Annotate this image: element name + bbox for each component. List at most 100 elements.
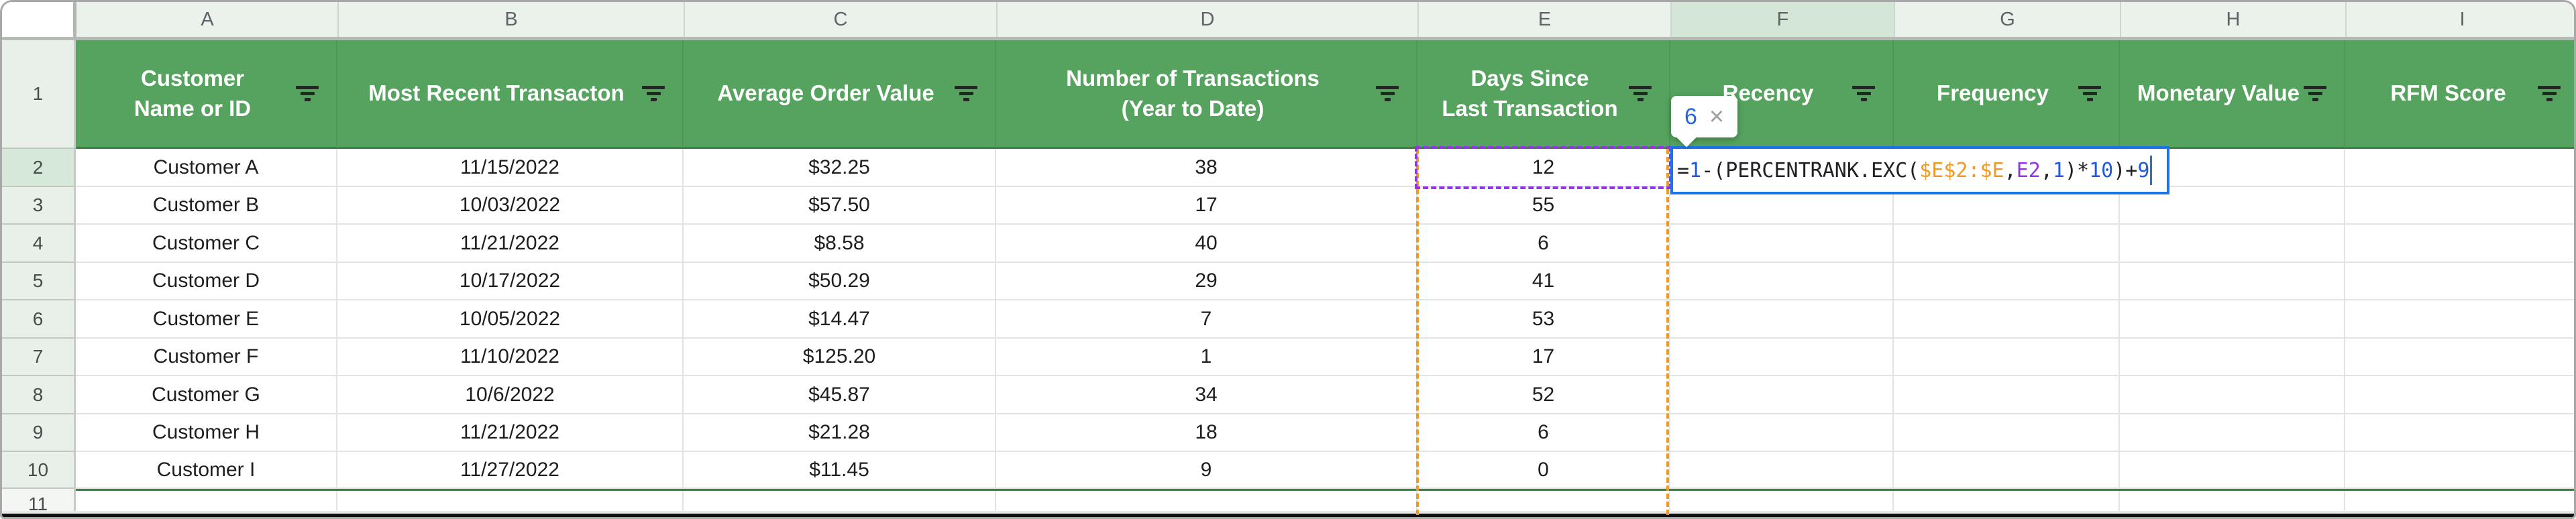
- cell-D4[interactable]: 40: [996, 225, 1417, 263]
- filter-icon[interactable]: [2304, 85, 2326, 102]
- row-header-4[interactable]: 4: [2, 225, 76, 263]
- cell-A10[interactable]: Customer I: [76, 452, 337, 489]
- cell-C10[interactable]: $11.45: [684, 452, 996, 489]
- cell-E8[interactable]: 52: [1417, 376, 1670, 414]
- cell-B3[interactable]: 10/03/2022: [337, 187, 684, 225]
- cell-G10[interactable]: [1894, 452, 2120, 489]
- header-cell-E1[interactable]: Days Since Last Transaction: [1417, 40, 1670, 149]
- cell-B4[interactable]: 11/21/2022: [337, 225, 684, 263]
- row-header-9[interactable]: 9: [2, 414, 76, 452]
- filter-icon[interactable]: [1852, 85, 1875, 102]
- column-header-E[interactable]: E: [1417, 2, 1670, 37]
- cell-I2[interactable]: [2345, 149, 2574, 187]
- cell-E4[interactable]: 6: [1417, 225, 1670, 263]
- cell-editor-f2[interactable]: =1-(PERCENTRANK.EXC($E$2:$E,E2,1)*10)+9: [1670, 146, 2169, 194]
- row-header-2[interactable]: 2: [2, 149, 76, 187]
- cell-F10[interactable]: [1670, 452, 1894, 489]
- cell-B6[interactable]: 10/05/2022: [337, 300, 684, 339]
- header-cell-D1[interactable]: Number of Transactions (Year to Date): [996, 40, 1417, 149]
- cell-G8[interactable]: [1894, 376, 2120, 414]
- cell-C6[interactable]: $14.47: [684, 300, 996, 339]
- cell-C3[interactable]: $57.50: [684, 187, 996, 225]
- row-header-5[interactable]: 5: [2, 263, 76, 300]
- column-header-D[interactable]: D: [996, 2, 1417, 37]
- cell-A9[interactable]: Customer H: [76, 414, 337, 452]
- cell-D7[interactable]: 1: [996, 339, 1417, 376]
- column-header-G[interactable]: G: [1894, 2, 2120, 37]
- cell-I9[interactable]: [2345, 414, 2574, 452]
- cell-F9[interactable]: [1670, 414, 1894, 452]
- cell-B5[interactable]: 10/17/2022: [337, 263, 684, 300]
- cell-I7[interactable]: [2345, 339, 2574, 376]
- header-cell-I1[interactable]: RFM Score: [2345, 40, 2574, 149]
- cell-E10[interactable]: 0: [1417, 452, 1670, 489]
- row-header-6[interactable]: 6: [2, 300, 76, 339]
- cell-H8[interactable]: [2120, 376, 2345, 414]
- cell-E9[interactable]: 6: [1417, 414, 1670, 452]
- cell-A4[interactable]: Customer C: [76, 225, 337, 263]
- cell-A3[interactable]: Customer B: [76, 187, 337, 225]
- row-header-1[interactable]: 1: [2, 40, 76, 149]
- cell-G5[interactable]: [1894, 263, 2120, 300]
- row-header-8[interactable]: 8: [2, 376, 76, 414]
- cell-C4[interactable]: $8.58: [684, 225, 996, 263]
- cell-B7[interactable]: 11/10/2022: [337, 339, 684, 376]
- cell-H6[interactable]: [2120, 300, 2345, 339]
- cell-G7[interactable]: [1894, 339, 2120, 376]
- filter-icon[interactable]: [955, 85, 977, 102]
- cell-I3[interactable]: [2345, 187, 2574, 225]
- cell-C2[interactable]: $32.25: [684, 149, 996, 187]
- cell-I5[interactable]: [2345, 263, 2574, 300]
- cell-B2[interactable]: 11/15/2022: [337, 149, 684, 187]
- cell-I4[interactable]: [2345, 225, 2574, 263]
- header-cell-B1[interactable]: Most Recent Transacton: [337, 40, 684, 149]
- cell-A2[interactable]: Customer A: [76, 149, 337, 187]
- cell-G4[interactable]: [1894, 225, 2120, 263]
- column-header-C[interactable]: C: [684, 2, 996, 37]
- header-cell-A1[interactable]: Customer Name or ID: [76, 40, 337, 149]
- cell-E7[interactable]: 17: [1417, 339, 1670, 376]
- cell-A8[interactable]: Customer G: [76, 376, 337, 414]
- header-cell-G1[interactable]: Frequency: [1894, 40, 2120, 149]
- cell-F5[interactable]: [1670, 263, 1894, 300]
- cell-I6[interactable]: [2345, 300, 2574, 339]
- cell-G6[interactable]: [1894, 300, 2120, 339]
- cell-D2[interactable]: 38: [996, 149, 1417, 187]
- cell-D3[interactable]: 17: [996, 187, 1417, 225]
- filter-icon[interactable]: [2538, 85, 2561, 102]
- filter-icon[interactable]: [2078, 85, 2101, 102]
- cell-A7[interactable]: Customer F: [76, 339, 337, 376]
- cell-H10[interactable]: [2120, 452, 2345, 489]
- cell-F4[interactable]: [1670, 225, 1894, 263]
- cell-H9[interactable]: [2120, 414, 2345, 452]
- cell-B8[interactable]: 10/6/2022: [337, 376, 684, 414]
- cell-E3[interactable]: 55: [1417, 187, 1670, 225]
- row-header-10[interactable]: 10: [2, 452, 76, 489]
- cell-H7[interactable]: [2120, 339, 2345, 376]
- cell-B10[interactable]: 11/27/2022: [337, 452, 684, 489]
- cell-C9[interactable]: $21.28: [684, 414, 996, 452]
- cell-E5[interactable]: 41: [1417, 263, 1670, 300]
- column-header-B[interactable]: B: [337, 2, 684, 37]
- cell-I10[interactable]: [2345, 452, 2574, 489]
- cell-E6[interactable]: 53: [1417, 300, 1670, 339]
- filter-icon[interactable]: [296, 85, 319, 102]
- header-cell-H1[interactable]: Monetary Value: [2120, 40, 2345, 149]
- cell-H4[interactable]: [2120, 225, 2345, 263]
- header-cell-C1[interactable]: Average Order Value: [684, 40, 996, 149]
- cell-A6[interactable]: Customer E: [76, 300, 337, 339]
- row-header-7[interactable]: 7: [2, 339, 76, 376]
- cell-D8[interactable]: 34: [996, 376, 1417, 414]
- cell-F8[interactable]: [1670, 376, 1894, 414]
- cell-D5[interactable]: 29: [996, 263, 1417, 300]
- cell-D10[interactable]: 9: [996, 452, 1417, 489]
- select-all-corner[interactable]: [2, 2, 76, 37]
- column-header-H[interactable]: H: [2120, 2, 2345, 37]
- column-header-F[interactable]: F: [1670, 2, 1894, 37]
- cell-C8[interactable]: $45.87: [684, 376, 996, 414]
- row-header-3[interactable]: 3: [2, 187, 76, 225]
- filter-icon[interactable]: [642, 85, 665, 102]
- cell-H5[interactable]: [2120, 263, 2345, 300]
- cell-B9[interactable]: 11/21/2022: [337, 414, 684, 452]
- cell-C7[interactable]: $125.20: [684, 339, 996, 376]
